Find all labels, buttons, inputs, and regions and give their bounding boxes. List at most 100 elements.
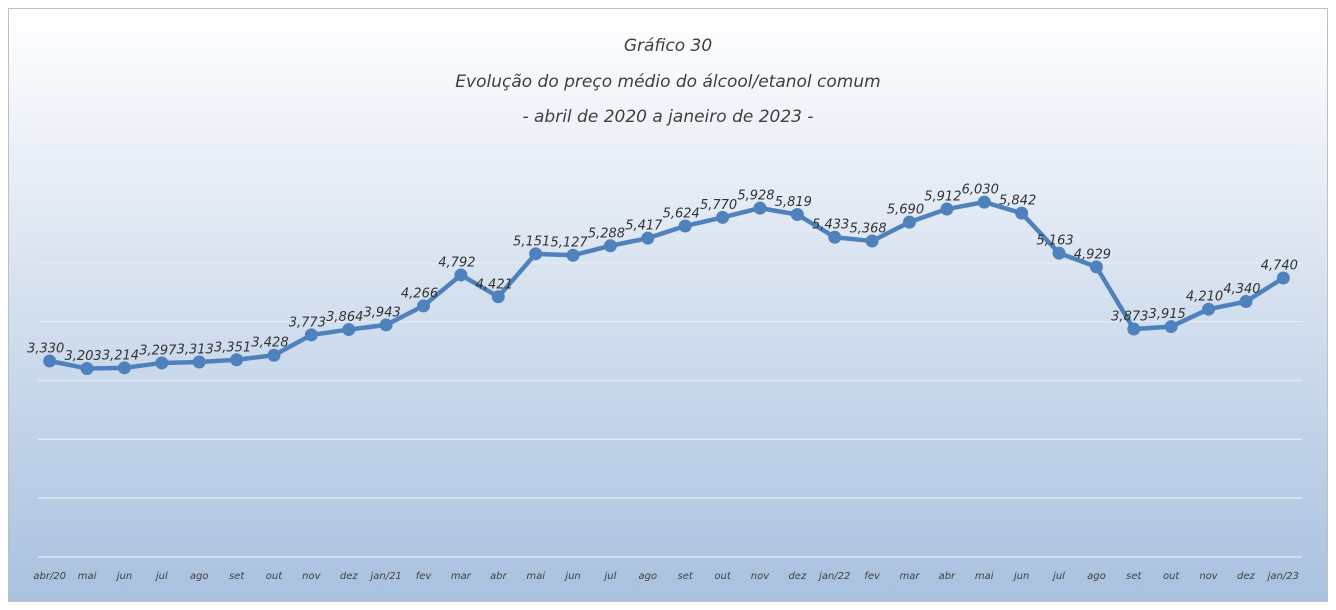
x-tick-label: set <box>678 571 694 582</box>
x-tick-label: out <box>1163 571 1180 582</box>
x-tick-label: fev <box>416 571 433 582</box>
data-label: 5,417 <box>625 219 663 234</box>
chart-subtitle: Evolução do preço médio do álcool/etanol… <box>455 72 880 92</box>
marker <box>192 355 206 369</box>
x-tick-label: mar <box>451 571 472 582</box>
x-tick-label: dez <box>788 571 807 582</box>
data-label: 5,624 <box>663 206 700 221</box>
data-label: 4,266 <box>401 286 438 301</box>
x-tick-label: jan/21 <box>368 571 401 582</box>
data-label: 5,690 <box>887 203 924 218</box>
data-label: 4,210 <box>1186 290 1223 305</box>
marker <box>828 230 842 244</box>
marker <box>43 354 57 368</box>
x-tick-label: mai <box>975 571 994 582</box>
marker <box>417 299 431 313</box>
x-tick-label: dez <box>1237 571 1256 582</box>
x-tick-label: abr <box>939 571 956 582</box>
marker <box>454 268 468 282</box>
x-tick-label: nov <box>751 571 770 582</box>
data-label: 5,912 <box>924 190 961 205</box>
marker <box>716 210 730 224</box>
x-tick-label: jun <box>1012 571 1029 582</box>
x-tick-label: jan/23 <box>1266 571 1299 582</box>
data-label: 4,929 <box>1074 247 1111 262</box>
data-label: 3,351 <box>214 340 251 355</box>
chart-title: Gráfico 30 <box>624 36 712 56</box>
x-tick-label: jun <box>563 571 580 582</box>
marker <box>902 215 916 229</box>
data-label: 3,864 <box>326 310 363 325</box>
data-label: 3,773 <box>289 315 326 330</box>
marker <box>753 201 767 215</box>
data-label: 3,297 <box>139 343 177 358</box>
data-label: 4,792 <box>438 255 475 270</box>
marker <box>379 318 393 332</box>
marker <box>1239 295 1253 309</box>
data-label: 5,433 <box>812 218 849 233</box>
x-tick-label: set <box>229 571 245 582</box>
marker <box>491 290 505 304</box>
x-tick-label: nov <box>302 571 321 582</box>
data-label: 3,915 <box>1149 307 1186 322</box>
line <box>49 199 1285 371</box>
x-tick-label: mar <box>899 571 920 582</box>
marker <box>155 356 169 370</box>
data-label: 3,330 <box>27 342 64 357</box>
data-label: 3,313 <box>177 343 214 358</box>
marker <box>1164 320 1178 334</box>
x-tick-label: ago <box>190 571 209 582</box>
x-tick-label: ago <box>1087 571 1106 582</box>
x-tick-label: nov <box>1199 571 1218 582</box>
data-label: 3,203 <box>64 349 101 364</box>
marker <box>529 247 543 261</box>
marker <box>977 195 991 209</box>
x-tick-label: jun <box>115 571 132 582</box>
data-label: 5,288 <box>588 226 625 241</box>
x-tick-label: abr/20 <box>33 571 66 582</box>
marker <box>1052 246 1066 260</box>
marker <box>865 234 879 248</box>
x-tick-label: mai <box>526 571 545 582</box>
marker <box>267 348 281 362</box>
marker <box>1015 206 1029 220</box>
data-label: 3,428 <box>251 336 288 351</box>
data-label: 3,873 <box>1111 310 1148 325</box>
x-tick-label: jan/22 <box>817 571 850 582</box>
x-tick-label: set <box>1126 571 1142 582</box>
marker <box>1127 322 1141 336</box>
x-tick-label: abr <box>490 571 507 582</box>
data-label: 5,368 <box>849 222 886 237</box>
chart-subtitle: - abril de 2020 a janeiro de 2023 - <box>522 107 813 127</box>
x-tick-label: out <box>714 571 731 582</box>
marker <box>566 248 580 262</box>
data-label: 4,340 <box>1223 282 1260 297</box>
marker <box>641 231 655 245</box>
x-tick-label: mai <box>78 571 97 582</box>
x-tick-label: jul <box>154 571 168 582</box>
x-tick-label: jul <box>1051 571 1065 582</box>
data-label: 4,421 <box>476 277 513 292</box>
chart-area <box>8 8 1328 602</box>
data-label: 5,770 <box>700 198 737 213</box>
x-tick-label: dez <box>340 571 359 582</box>
data-label: 3,214 <box>102 348 139 363</box>
marker <box>80 361 94 375</box>
marker <box>1202 302 1216 316</box>
marker <box>1089 260 1103 274</box>
data-label: 5,151 <box>513 234 550 249</box>
marker <box>678 219 692 233</box>
data-label: 5,163 <box>1036 234 1073 249</box>
data-label: 3,943 <box>364 305 401 320</box>
marker <box>230 353 244 367</box>
marker <box>304 328 318 342</box>
x-tick-label: out <box>266 571 283 582</box>
marker <box>940 202 954 216</box>
data-label: 5,842 <box>999 194 1036 209</box>
data-label: 5,928 <box>737 189 774 204</box>
marker <box>117 361 131 375</box>
x-tick-label: fev <box>864 571 881 582</box>
marker <box>603 239 617 253</box>
